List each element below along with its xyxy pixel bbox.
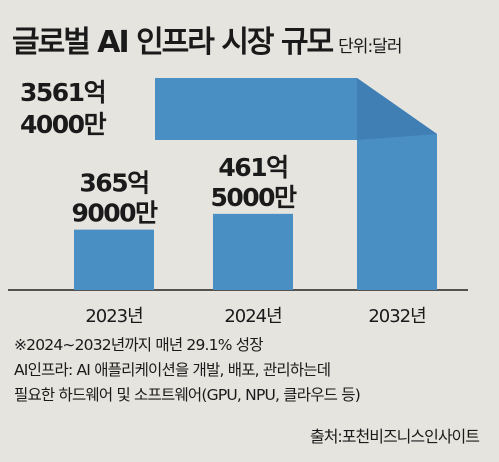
x-tick-label-2032년: 2032년: [368, 306, 425, 327]
unit-label: 단위:달러: [338, 37, 402, 57]
note-definition-cont: 필요한 하드웨어 및 소프트웨어(GPU, NPU, 클라우드 등): [14, 386, 361, 404]
data-label-2023년-2: 9000만: [71, 199, 158, 228]
notes: ※2024∼2032년까지 매년 29.1% 성장 AI인프라: AI 애플리케…: [14, 333, 492, 408]
data-label-2032년-2: 4000만: [20, 110, 107, 139]
data-label-2024년-2: 5000만: [210, 183, 297, 212]
bar-2023년: [74, 229, 154, 290]
x-tick-label-2023년: 2023년: [85, 306, 142, 327]
bar-fold-shade: [357, 78, 437, 140]
chart-title: 글로벌 AI 인프라 시장 규모: [12, 25, 334, 60]
data-label-2024년-1: 461억: [218, 153, 287, 182]
data-label-2032년-1: 3561억: [20, 78, 105, 107]
x-tick-label-2024년: 2024년: [224, 306, 281, 327]
note-growth: ※2024∼2032년까지 매년 29.1% 성장: [14, 336, 264, 354]
data-label-2023년-1: 365억: [79, 169, 148, 198]
note-definition: AI인프라: AI 애플리케이션을 개발, 배포, 관리하는데: [14, 361, 331, 379]
title-row: 글로벌 AI 인프라 시장 규모 단위:달러: [12, 8, 489, 58]
bar-2024년: [213, 213, 293, 290]
source-label: 출처:포천비즈니스인사이트: [309, 427, 480, 446]
